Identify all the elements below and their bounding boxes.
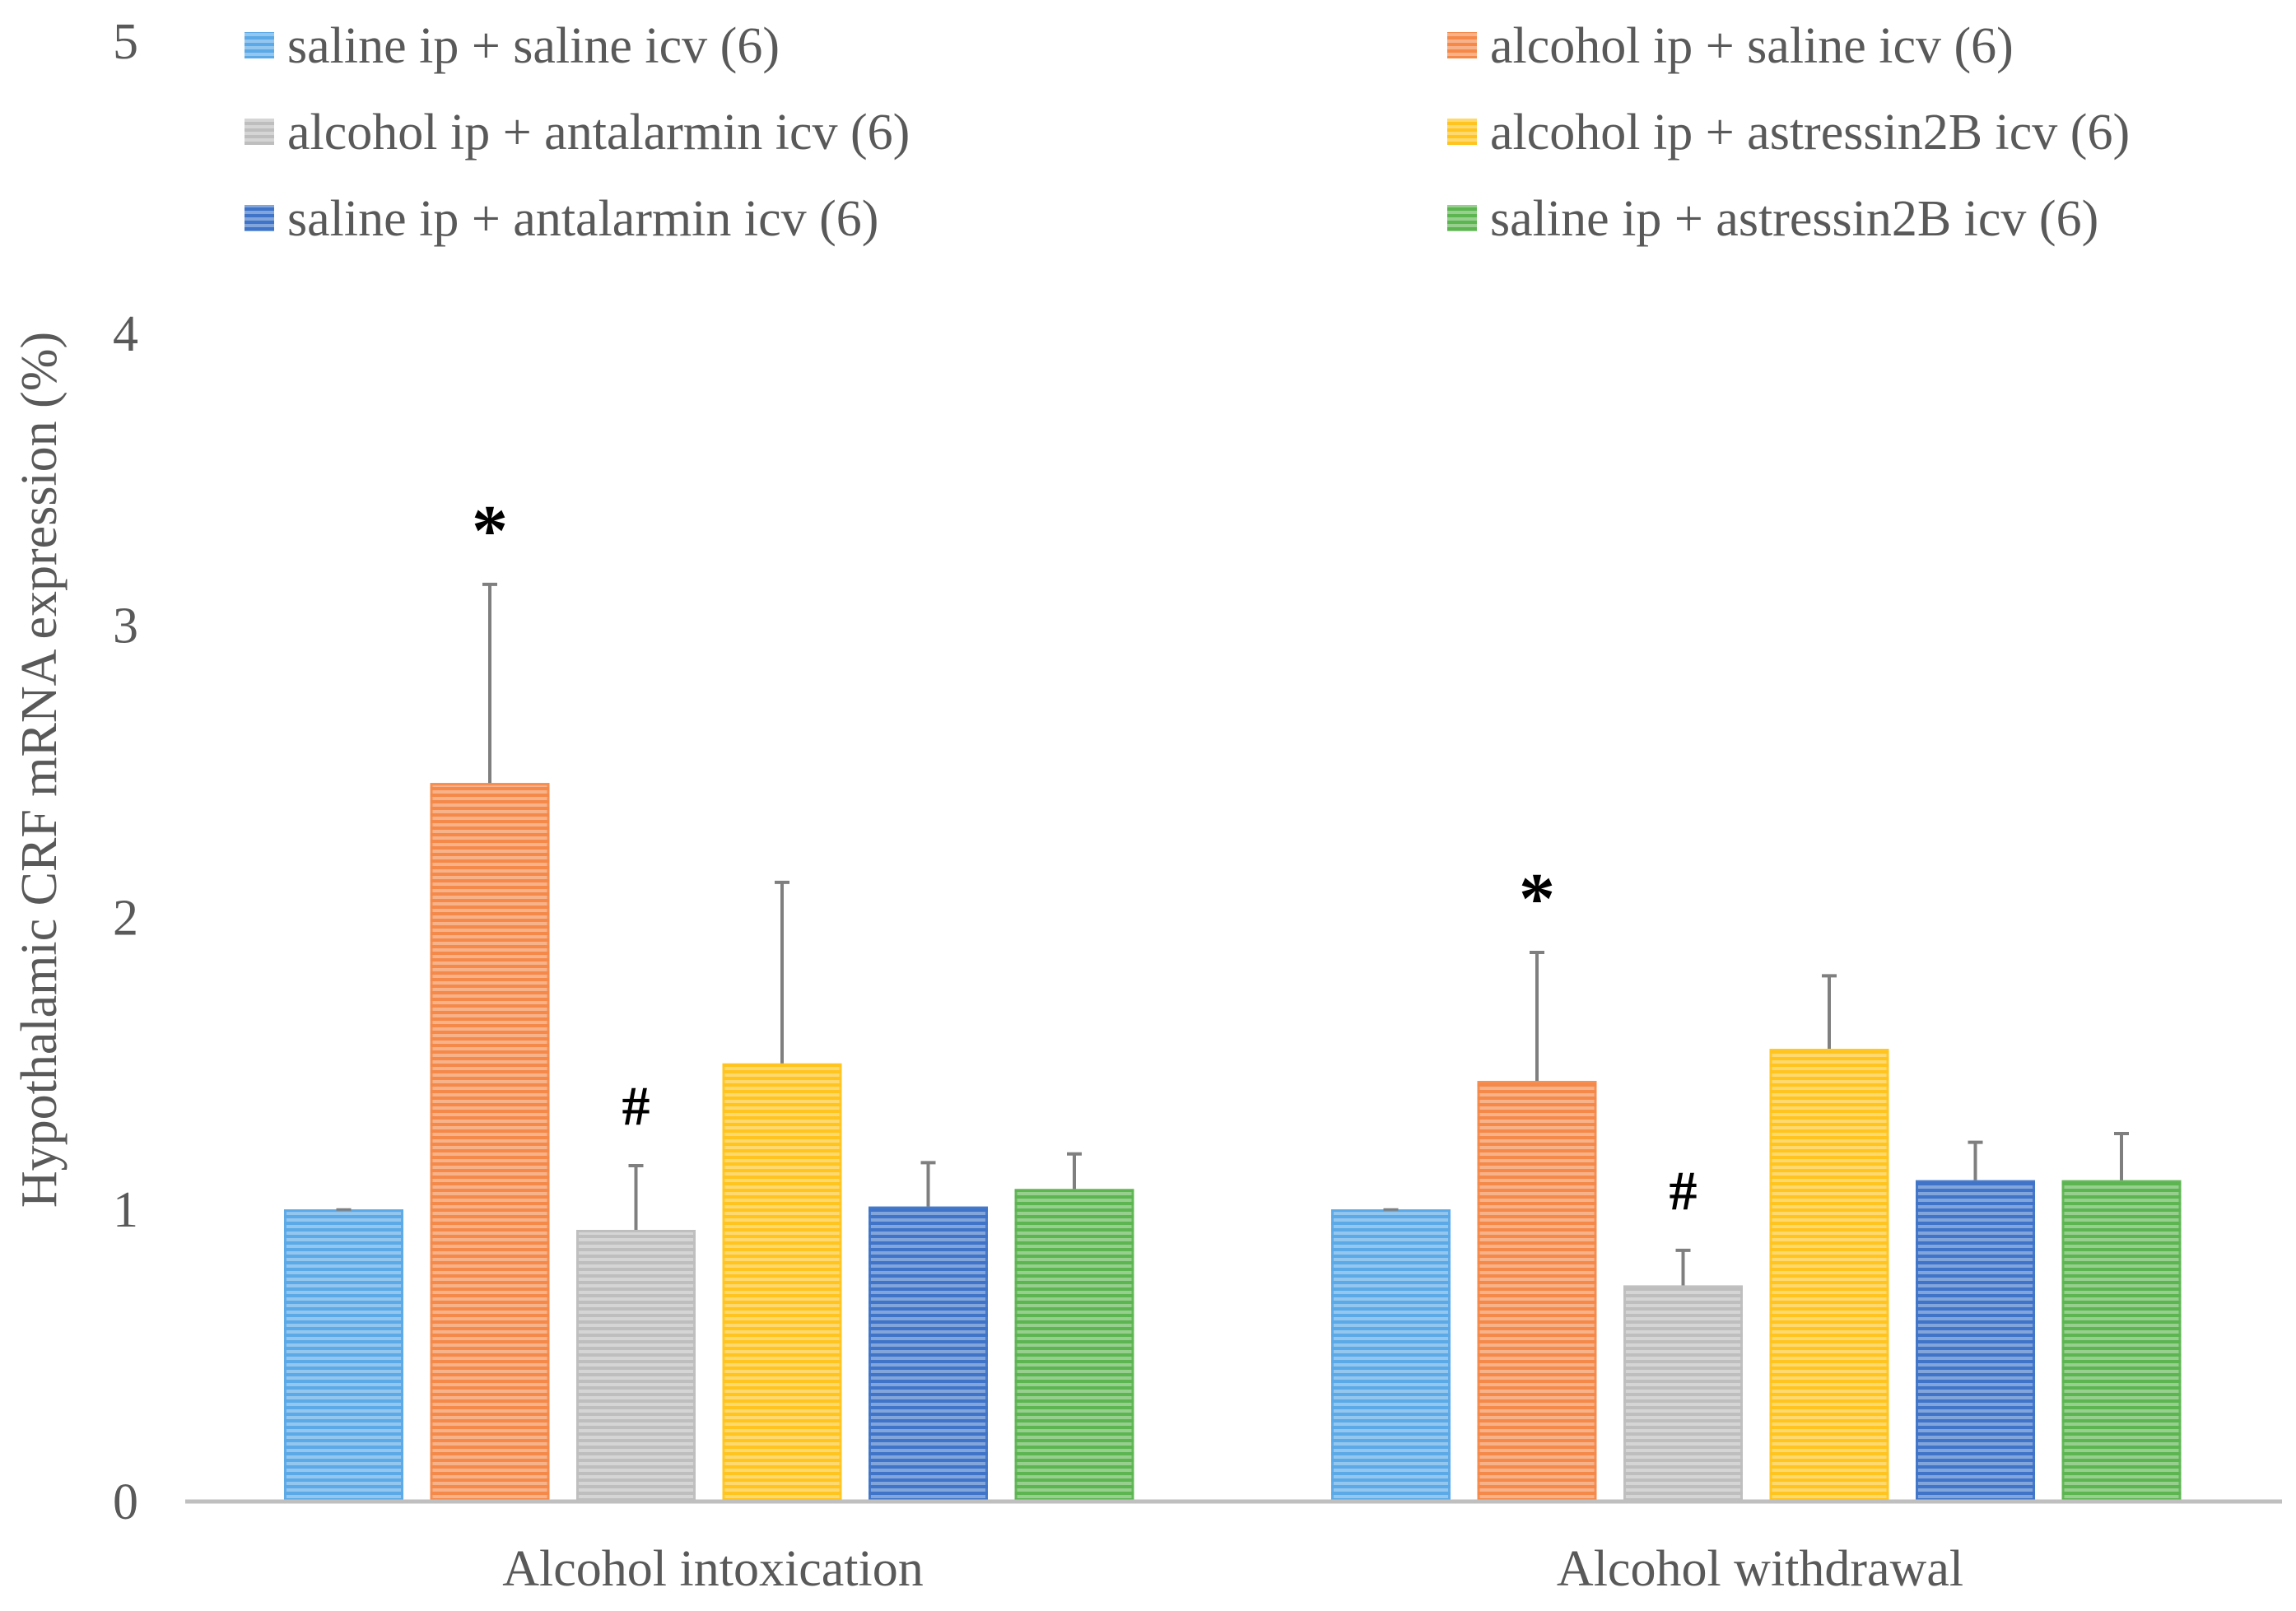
bar-stripes (284, 1209, 403, 1502)
bar-stripes (1477, 1081, 1597, 1502)
bars-group (284, 783, 2182, 1502)
legend-swatch-stripes (1447, 119, 1477, 145)
x-axis-labels: Alcohol intoxication Alcohol withdrawal (502, 1541, 1963, 1597)
bar-stripes (1014, 1189, 1134, 1502)
y-axis-ticks: 0 1 2 3 4 5 (113, 14, 138, 1530)
legend-entry-label: saline ip + antalarmin icv (6) (287, 191, 878, 247)
error-bars-group (336, 582, 2129, 1286)
bar-stripes (1331, 1209, 1451, 1502)
y-tick-label: 3 (113, 598, 138, 654)
legend-swatch-stripes (245, 32, 274, 58)
y-tick-label: 2 (113, 890, 138, 946)
significance-hash: # (622, 1074, 650, 1137)
bar-stripes (2061, 1180, 2182, 1502)
significance-hash: # (1670, 1159, 1698, 1222)
significance-asterisk: * (472, 491, 508, 571)
x-category-label: Alcohol intoxication (502, 1541, 923, 1597)
bar-stripes (1623, 1285, 1743, 1502)
legend[interactable]: saline ip + saline icv (6) alcohol ip + s… (245, 18, 2130, 247)
legend-swatch-stripes (245, 205, 274, 231)
bar-stripes (576, 1230, 696, 1502)
bar-stripes (430, 783, 550, 1502)
y-tick-label: 4 (113, 306, 138, 362)
legend-entry-label: alcohol ip + saline icv (6) (1490, 18, 2014, 74)
y-tick-label: 1 (113, 1182, 138, 1238)
legend-swatch-stripes (245, 119, 274, 145)
legend-swatch-stripes (1447, 205, 1477, 231)
bar-stripes (1916, 1180, 2035, 1502)
bar-stripes (869, 1206, 988, 1502)
significance-asterisk: * (1519, 859, 1555, 939)
significance-annotations: * # * # (472, 491, 1698, 1222)
legend-entry-label: saline ip + astressin2B icv (6) (1490, 191, 2098, 247)
legend-entry-label: alcohol ip + antalarmin icv (6) (287, 105, 910, 161)
legend-swatch-stripes (1447, 32, 1477, 58)
y-tick-label: 5 (113, 14, 138, 70)
y-axis-title: Hypothalamic CRF mRNA expression (%) (12, 332, 68, 1208)
y-tick-label: 0 (113, 1474, 138, 1530)
legend-entry-label: saline ip + saline icv (6) (287, 18, 780, 74)
legend-entry-label: alcohol ip + astressin2B icv (6) (1490, 105, 2130, 161)
x-category-label: Alcohol withdrawal (1557, 1541, 1963, 1597)
bar-stripes (722, 1063, 842, 1502)
bar-stripes (1769, 1049, 1889, 1502)
